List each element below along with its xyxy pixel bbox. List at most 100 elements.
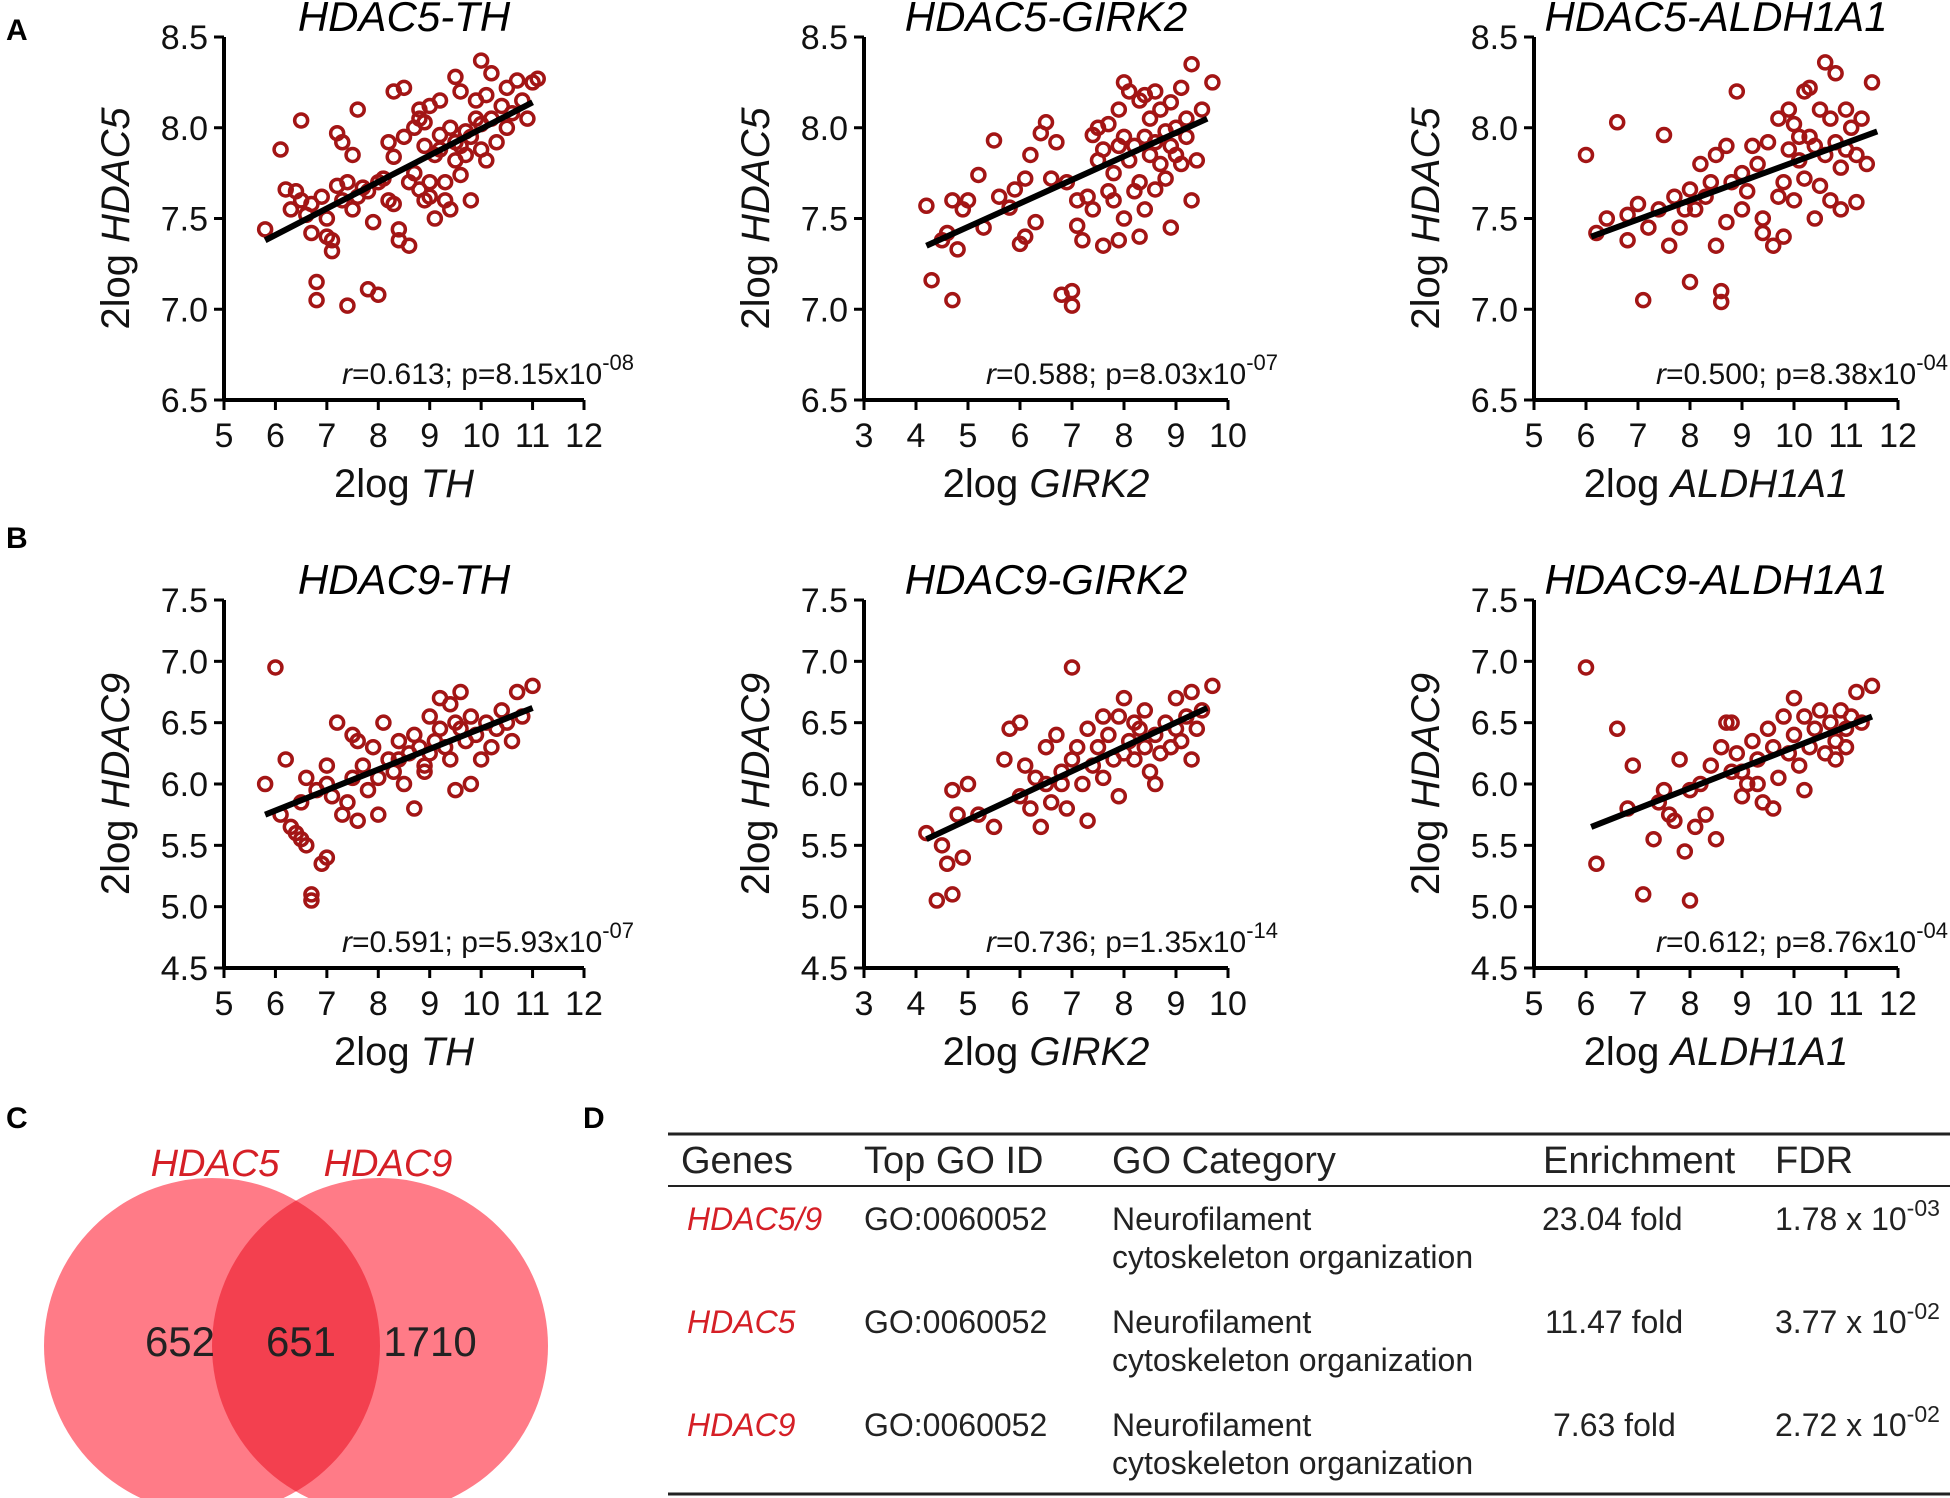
x-axis-label-gene: TH xyxy=(421,1030,474,1074)
data-point xyxy=(370,286,387,303)
data-point xyxy=(1074,775,1091,793)
data-point xyxy=(349,101,366,118)
y-tick-label: 6.0 xyxy=(801,766,848,804)
x-tick-label: 11 xyxy=(1828,417,1863,455)
data-point xyxy=(1126,714,1143,731)
data-point xyxy=(1775,173,1792,191)
data-point xyxy=(282,201,300,218)
y-tick-label: 7.0 xyxy=(801,291,848,329)
scatter-hdac5-th: HDAC5-TH 6.5 7.0 7.5 8.0 8.5 5 6 7 8 9 10 11 12 2log T… xyxy=(94,0,634,506)
x-tick-label: 6 xyxy=(1577,985,1596,1023)
x-axis-label: 2log GIRK2 xyxy=(943,462,1150,506)
y-axis-label: 2log HDAC5 xyxy=(734,107,778,330)
data-point xyxy=(1686,201,1704,218)
data-point xyxy=(1105,192,1122,209)
x-tick-label: 7 xyxy=(1063,985,1082,1023)
data-point xyxy=(1006,181,1024,198)
data-point xyxy=(1131,228,1148,245)
data-point xyxy=(1827,65,1844,82)
stat-exponent: -07 xyxy=(1246,350,1278,375)
venn-count-overlap: 651 xyxy=(266,1318,336,1365)
data-point xyxy=(1759,720,1777,738)
y-axis-label-prefix: 2log xyxy=(94,808,138,895)
x-tick-label: 11 xyxy=(515,417,550,455)
data-point xyxy=(1079,720,1096,738)
x-tick-label: 6 xyxy=(1011,417,1030,455)
table-cell-category-line1: Neurofilament xyxy=(1112,1201,1311,1237)
scatter-hdac5-girk2: HDAC5-GIRK2 6.5 7.0 7.5 8.0 8.5 3 4 5 6 7 8 9 10 2log … xyxy=(734,0,1278,506)
data-point xyxy=(1588,855,1605,872)
x-tick-label: 5 xyxy=(959,417,978,455)
data-point xyxy=(970,166,987,184)
data-point xyxy=(1058,800,1076,817)
data-point xyxy=(1167,689,1185,707)
data-point xyxy=(462,775,480,793)
data-point xyxy=(452,83,469,100)
plot-title: HDAC5-TH xyxy=(298,0,511,40)
data-point xyxy=(1016,170,1034,187)
table-cell-fdr: 1.78 x 10-03 xyxy=(1775,1195,1940,1237)
data-point xyxy=(1100,726,1117,744)
data-point xyxy=(1063,297,1081,314)
table-cell-category-line1: Neurofilament xyxy=(1112,1304,1311,1340)
data-point xyxy=(1110,788,1128,805)
data-point xyxy=(1822,714,1839,731)
data-point xyxy=(1775,708,1792,725)
venn-diagram: HDAC5 HDAC9 652 651 1710 xyxy=(44,1143,548,1498)
x-tick-label: 9 xyxy=(1733,417,1752,455)
data-point xyxy=(1645,830,1662,848)
x-tick-label: 9 xyxy=(420,417,439,455)
y-tick-label: 8.0 xyxy=(801,110,848,148)
stat-exponent: -07 xyxy=(602,918,634,943)
data-point xyxy=(1811,101,1829,118)
data-point xyxy=(1136,738,1154,756)
x-axis-label-prefix: 2log xyxy=(943,462,1030,506)
data-point xyxy=(292,112,310,129)
x-tick-label: 9 xyxy=(1733,985,1752,1023)
fdr-base: 1.78 x 10 xyxy=(1775,1201,1907,1237)
x-tick-label: 8 xyxy=(369,985,388,1023)
data-point xyxy=(1100,115,1117,133)
y-tick-label: 6.5 xyxy=(1471,705,1518,743)
data-point xyxy=(985,818,1003,836)
data-point xyxy=(380,134,397,151)
data-point xyxy=(1152,155,1169,173)
y-tick-label: 7.5 xyxy=(161,201,208,239)
fdr-base: 2.72 x 10 xyxy=(1775,1407,1907,1443)
x-axis-label: 2log GIRK2 xyxy=(943,1030,1150,1074)
panel-label-d: D xyxy=(583,1102,605,1135)
data-point xyxy=(1016,228,1034,245)
y-axis-label-gene: HDAC5 xyxy=(734,107,778,243)
x-axis-label-gene: GIRK2 xyxy=(1029,462,1149,506)
data-point xyxy=(318,757,336,774)
x-axis-label: 2log TH xyxy=(334,1030,474,1074)
data-point xyxy=(1697,806,1714,823)
data-point xyxy=(1131,173,1148,191)
y-tick-label: 7.0 xyxy=(1471,643,1518,681)
data-point xyxy=(421,173,438,191)
x-tick-label: 7 xyxy=(1063,417,1082,455)
data-point xyxy=(344,146,361,164)
panel-label-b: B xyxy=(6,522,28,555)
x-axis-label-gene: GIRK2 xyxy=(1029,1030,1149,1074)
x-tick-label: 8 xyxy=(369,417,388,455)
data-point xyxy=(1146,181,1164,198)
y-tick-label: 7.5 xyxy=(801,201,848,239)
table-row: HDAC5 GO:0060052 Neurofilament cytoskele… xyxy=(687,1298,1940,1378)
x-axis-label-prefix: 2log xyxy=(334,1030,421,1074)
data-point xyxy=(1172,155,1190,173)
data-point xyxy=(1084,126,1102,144)
y-axis-label: 2log HDAC9 xyxy=(734,673,778,895)
data-point xyxy=(308,273,325,291)
stat-r-symbol: r xyxy=(986,358,997,391)
y-tick-label: 5.0 xyxy=(161,889,208,927)
data-point xyxy=(1136,86,1154,104)
data-point xyxy=(1718,137,1735,155)
panel-label-a: A xyxy=(6,14,28,47)
x-tick-label: 6 xyxy=(266,985,285,1023)
data-point xyxy=(339,794,356,811)
panel-label-c: C xyxy=(6,1102,28,1135)
x-tick-label: 8 xyxy=(1681,417,1700,455)
data-point xyxy=(1718,213,1735,231)
